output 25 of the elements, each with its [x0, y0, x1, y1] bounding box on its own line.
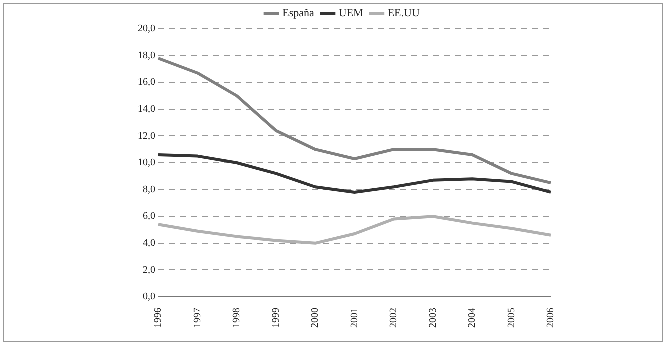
y-tick-label: 2,0 [143, 264, 156, 276]
y-tick-label: 14,0 [138, 104, 156, 116]
y-tick-label: 18,0 [138, 50, 156, 62]
legend-label: UEM [338, 7, 364, 20]
x-tick-label: 2000 [310, 308, 322, 328]
legend-label: España [282, 7, 314, 20]
x-tick-label: 2006 [546, 308, 557, 328]
x-tick-label: 1996 [153, 308, 164, 328]
x-tick-label: 2002 [388, 308, 400, 328]
x-tick-label: 1998 [232, 308, 243, 328]
y-tick-label: 16,0 [138, 77, 156, 88]
y-tick-label: 20,0 [138, 24, 156, 35]
x-tick-label: 2005 [506, 308, 518, 328]
x-tick-label: 2001 [349, 308, 360, 328]
y-tick-label: 8,0 [143, 184, 156, 196]
y-tick-label: 0,0 [143, 292, 156, 303]
x-tick-label: 2003 [428, 308, 439, 328]
y-tick-label: 4,0 [143, 238, 156, 250]
legend-label: EE.UU [388, 7, 420, 20]
y-tick-label: 6,0 [143, 211, 156, 222]
y-tick-label: 12,0 [138, 130, 156, 142]
x-tick-label: 2004 [467, 308, 478, 328]
x-tick-label: 1999 [270, 308, 282, 328]
x-tick-label: 1997 [192, 308, 204, 328]
y-tick-label: 10,0 [138, 158, 156, 169]
